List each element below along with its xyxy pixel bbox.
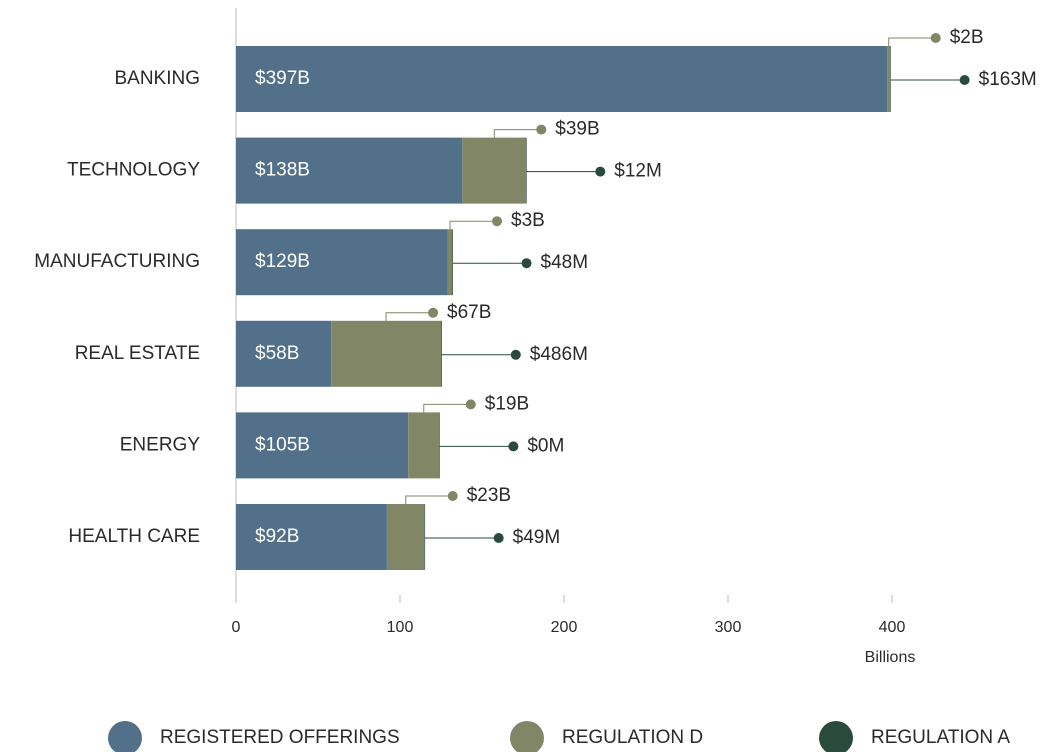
callout-dot [465, 399, 476, 410]
bar-segment [236, 412, 409, 479]
x-tick-label: 300 [715, 619, 742, 636]
y-tick-label: HEALTH CARE [68, 526, 200, 547]
leader-line [385, 312, 434, 321]
callout-dot [428, 307, 439, 318]
leader-line [405, 495, 453, 504]
bar-segment [424, 504, 426, 570]
value-label: $58B [255, 343, 299, 364]
callout-dot [959, 75, 970, 85]
value-label: $105B [255, 434, 310, 455]
x-tick-label: 400 [879, 619, 906, 636]
legend-label: REGULATION D [562, 727, 703, 748]
bar-segment [386, 504, 425, 570]
callout-dot [508, 441, 519, 452]
bar-segment [236, 46, 888, 112]
x-tick-label: 0 [232, 619, 241, 636]
value-label: $2B [950, 27, 984, 48]
bar-segment [439, 412, 440, 479]
bar-segment [462, 137, 527, 204]
value-label: $49M [513, 527, 561, 548]
legend-label: REGISTERED OFFERINGS [160, 727, 400, 748]
y-tick-label: MANUFACTURING [34, 251, 200, 272]
legend-swatch [108, 721, 142, 752]
legend-swatch [510, 721, 544, 752]
legend-swatch [819, 721, 853, 752]
value-label: $163M [979, 69, 1037, 90]
callout-dot [510, 349, 521, 360]
value-label: $0M [527, 435, 564, 456]
value-label: $19B [485, 393, 529, 414]
callout-dot [492, 216, 503, 227]
x-tick-label: 200 [551, 619, 578, 636]
leader-line [449, 220, 498, 230]
y-tick-label: BANKING [114, 68, 200, 89]
value-label: $138B [255, 160, 310, 181]
legend-label: REGULATION A [871, 727, 1010, 748]
bar-segment [526, 137, 527, 204]
bar-segment [887, 46, 891, 112]
value-label: $67B [447, 302, 491, 323]
value-label: $12M [614, 161, 662, 182]
bar-segment [236, 229, 448, 296]
callout-dot [930, 33, 941, 43]
leader-line [423, 403, 471, 413]
bar-segment [331, 320, 441, 387]
leader-line [493, 129, 542, 138]
callout-dot [521, 258, 532, 269]
value-label: $23B [467, 485, 511, 506]
value-label: $39B [555, 119, 599, 140]
x-tick-label: 100 [387, 619, 414, 636]
y-tick-label: TECHNOLOGY [67, 160, 200, 181]
callout-dot [595, 166, 606, 177]
bar-segment [452, 229, 453, 296]
bar-segment [236, 320, 332, 387]
bar-segment [408, 412, 440, 479]
value-label: $3B [511, 210, 545, 231]
bar-segment [447, 229, 453, 296]
y-tick-label: ENERGY [120, 434, 201, 455]
callout-dot [447, 491, 458, 501]
bar-segment [441, 320, 442, 387]
x-axis-label: Billions [865, 649, 916, 666]
value-label: $486M [530, 344, 588, 365]
value-label: $92B [255, 526, 299, 547]
bar-segment [890, 46, 891, 112]
callout-dot [536, 124, 547, 135]
bar-segment [236, 137, 463, 204]
callout-dot [493, 533, 504, 543]
value-label: $397B [255, 68, 310, 89]
value-label: $129B [255, 251, 310, 272]
bar-segment [236, 504, 387, 570]
y-tick-label: REAL ESTATE [75, 343, 200, 364]
value-label: $48M [541, 252, 589, 273]
leader-line [888, 37, 936, 46]
